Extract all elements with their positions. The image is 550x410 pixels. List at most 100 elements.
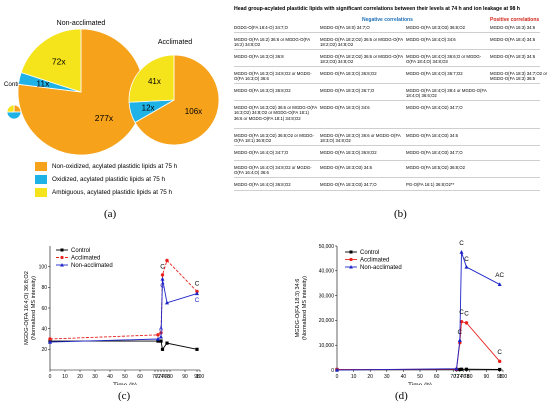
y-tick-label: 10,000 bbox=[319, 343, 335, 349]
data-point bbox=[160, 347, 165, 351]
data-point bbox=[497, 359, 502, 364]
table-cell: MGDG-O(FA 18:3;O3) 34:6 bbox=[320, 165, 373, 170]
data-point bbox=[156, 339, 160, 343]
data-point bbox=[159, 339, 163, 343]
data-point bbox=[48, 339, 52, 344]
table-row: MGDG-O(FA 16:2) 36:6 or MGDG-O(FA 16:2) … bbox=[234, 35, 540, 50]
x-tick-label: 98 bbox=[497, 374, 503, 380]
table-cell: MGDG-O(FA 18:3;O) 36:6 or MGDG-O(FA 18:3… bbox=[320, 133, 401, 144]
legend-marker bbox=[349, 265, 353, 269]
table-cell: MGDG-O(FA 18:3;O3) 34:7;O bbox=[320, 182, 377, 187]
annotation-label: C bbox=[464, 310, 469, 317]
x-tick-label: 76 bbox=[460, 374, 466, 380]
data-point bbox=[156, 333, 160, 337]
table-cell: MGDG-O(FA 18:5;O2) 36:8;O2 bbox=[406, 165, 465, 170]
data-point bbox=[159, 334, 163, 339]
table-title: Head group-acylated plastidic lipids wit… bbox=[234, 6, 520, 12]
annotation-label: C bbox=[160, 282, 165, 289]
x-tick-label: 30 bbox=[384, 374, 390, 380]
legend-marker bbox=[349, 257, 353, 262]
annotation-label: C bbox=[160, 264, 165, 271]
data-point bbox=[457, 338, 462, 342]
x-tick-label: 50 bbox=[417, 374, 423, 380]
table-cell: MGDG-O(FA 18:4;O) 38:4 or MGDG-O(FA 18:4… bbox=[406, 88, 487, 99]
x-tick-label: 40 bbox=[107, 374, 113, 380]
x-tick-label: 100 bbox=[196, 374, 205, 380]
pie-control bbox=[6, 104, 22, 120]
pie-slice bbox=[17, 28, 145, 156]
data-point bbox=[497, 282, 502, 287]
table-row: MGDG-O(FA 16:3;O2) 36:8;O2 or MGDG-O(FA … bbox=[234, 131, 540, 146]
table-cell: MGDG-O(FA 18:2;O2) 36:6 or MGDG-O(FA 18:… bbox=[320, 37, 403, 48]
y-tick-label: 80 bbox=[41, 285, 47, 291]
pie-title-non-acclimated: Non-acclimated bbox=[57, 20, 106, 27]
pie-acclimated: 106x 12x 41x bbox=[128, 54, 220, 146]
x-tick-label: 20 bbox=[367, 374, 373, 380]
x-tick-label: 80 bbox=[167, 374, 173, 380]
data-point bbox=[156, 336, 160, 341]
y-tick-label: 20,000 bbox=[319, 318, 335, 324]
panel-label-a: (a) bbox=[104, 208, 117, 220]
x-axis-label: Time (h) bbox=[408, 382, 432, 385]
table-cell: MGDG-O(FA 18:3;O) 34:6 bbox=[320, 105, 370, 110]
annotation-label: A bbox=[159, 326, 164, 333]
x-tick-label: 78 bbox=[464, 374, 470, 380]
table-row: MGDG-O(FA 16:4;O) 34:7;O MGDG-O(FA 18:3;O… bbox=[234, 148, 540, 161]
legend-label: Oxidized, acylated plastidic lipids at 7… bbox=[52, 175, 166, 183]
table-cell: MGDG-O(FA 18:4;O3) 34:7;O bbox=[406, 150, 463, 155]
y-tick-label: 0 bbox=[331, 368, 334, 374]
x-tick-label: 78 bbox=[164, 374, 170, 380]
x-tick-label: 90 bbox=[182, 374, 188, 380]
legend-item-oxidized: Oxidized, acylated plastidic lipids at 7… bbox=[35, 173, 165, 185]
legend-item-non-oxidized: Non-oxidized, acylated plastidic lipids … bbox=[35, 160, 177, 172]
legend-label: Ambiguous, acylated plastidic lipids at … bbox=[52, 188, 173, 196]
table-cell: PG-O(FA 16:1) 36:8;O2** bbox=[406, 182, 455, 187]
x-tick-label: 72 bbox=[454, 374, 460, 380]
legend-swatch bbox=[35, 161, 47, 171]
legend-item-ambiguous: Ambiguous, acylated plastidic lipids at … bbox=[35, 186, 172, 198]
table-row: MGDG-O(FA 16:3;O) 36:8;O2 MGDG-O(FA 18:3;… bbox=[234, 86, 540, 101]
table-cell: MGDG-O(FA 16:3;O) 36:8;O2 bbox=[234, 88, 291, 93]
legend-marker bbox=[60, 248, 64, 252]
data-point bbox=[464, 264, 469, 269]
data-point bbox=[195, 347, 199, 351]
annotation-label: C bbox=[497, 349, 502, 356]
table-cell: MGDG-O(FA 18:3) 34:6 bbox=[490, 54, 536, 59]
pie-slice-label: 277x bbox=[95, 113, 114, 123]
legend-marker bbox=[349, 250, 353, 254]
table-cell: MGDG-O(FA 18:3) 34:7;O2 or MGDG-O(FA 18:… bbox=[490, 71, 548, 82]
panel-b: Head group-acylated plastidic lipids wit… bbox=[232, 0, 550, 230]
legend-marker bbox=[60, 263, 64, 267]
negative-correlations-header: Negative correlations bbox=[362, 17, 413, 23]
x-tick-label: 80 bbox=[467, 374, 473, 380]
y-tick-label: 100 bbox=[39, 264, 48, 270]
pie-slice bbox=[128, 54, 175, 103]
data-point bbox=[458, 367, 462, 372]
table-cell: MGDG-O(FA 16:2) 36:6 or MGDG-O(FA 16:2) … bbox=[234, 37, 310, 48]
table-cell: MGDG-O(FA 18:4;O3) 34:6 bbox=[406, 133, 459, 138]
x-axis-label: Time (h) bbox=[113, 382, 137, 385]
pie-slice-label: 41x bbox=[148, 77, 161, 86]
pie-slice-label: 72x bbox=[52, 56, 66, 66]
annotation-label: C bbox=[458, 329, 463, 336]
correlation-table: DGDG-O(FA 18:4-O) 34:7;O MGDG-O(FA 18:0) … bbox=[234, 23, 548, 203]
pie-legend: Non-oxidized, acylated plastidic lipids … bbox=[35, 160, 235, 202]
pie-title-acclimated: Acclimated bbox=[158, 39, 192, 46]
legend-swatch bbox=[35, 187, 47, 197]
data-point bbox=[160, 276, 165, 281]
panel-c: 0 10 20 30 40 50 60 70 72 74 76 78 80 90 98 100 20 40 60 80… bbox=[0, 230, 240, 410]
data-point bbox=[165, 341, 169, 345]
annotation-label: C bbox=[459, 309, 464, 316]
legend-label: Control bbox=[360, 250, 379, 256]
panel-label-d: (d) bbox=[395, 390, 408, 402]
table-row: MGDG-O(FA 16:3;O2) 36:6 or MGDG-O(FA 16:… bbox=[234, 103, 540, 129]
y-tick-label: 40 bbox=[41, 326, 47, 332]
x-tick-label: 60 bbox=[137, 374, 143, 380]
y-axis-label: MGDG-O(FA 16:4;O) 36:8;O2 bbox=[24, 271, 30, 345]
series-line bbox=[49, 278, 198, 343]
table-cell: MGDG-O(FA 18:4;O2) 34:7;O bbox=[406, 105, 463, 110]
legend-label: Acclimated bbox=[71, 256, 100, 262]
panel-label-c: (c) bbox=[118, 390, 131, 402]
